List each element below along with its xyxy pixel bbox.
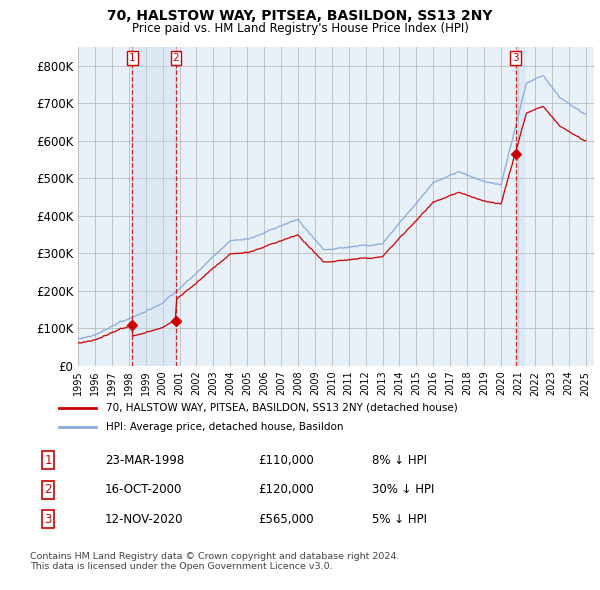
- Text: 70, HALSTOW WAY, PITSEA, BASILDON, SS13 2NY: 70, HALSTOW WAY, PITSEA, BASILDON, SS13 …: [107, 9, 493, 23]
- Text: 1: 1: [129, 53, 136, 63]
- Text: Price paid vs. HM Land Registry's House Price Index (HPI): Price paid vs. HM Land Registry's House …: [131, 22, 469, 35]
- Text: £565,000: £565,000: [258, 513, 314, 526]
- Text: 5% ↓ HPI: 5% ↓ HPI: [372, 513, 427, 526]
- Text: 30% ↓ HPI: 30% ↓ HPI: [372, 483, 434, 496]
- Text: 3: 3: [512, 53, 519, 63]
- Text: £110,000: £110,000: [258, 454, 314, 467]
- Text: 2: 2: [173, 53, 179, 63]
- Text: 1: 1: [44, 454, 52, 467]
- Bar: [515, 47, 524, 366]
- Text: 2: 2: [44, 483, 52, 496]
- Text: 23-MAR-1998: 23-MAR-1998: [105, 454, 184, 467]
- Text: 8% ↓ HPI: 8% ↓ HPI: [372, 454, 427, 467]
- Text: Contains HM Land Registry data © Crown copyright and database right 2024.
This d: Contains HM Land Registry data © Crown c…: [30, 552, 400, 571]
- Text: 16-OCT-2000: 16-OCT-2000: [105, 483, 182, 496]
- Text: HPI: Average price, detached house, Basildon: HPI: Average price, detached house, Basi…: [106, 422, 344, 432]
- Text: 12-NOV-2020: 12-NOV-2020: [105, 513, 184, 526]
- Bar: [133, 47, 176, 366]
- Text: 70, HALSTOW WAY, PITSEA, BASILDON, SS13 2NY (detached house): 70, HALSTOW WAY, PITSEA, BASILDON, SS13 …: [106, 403, 458, 412]
- Text: 3: 3: [44, 513, 52, 526]
- Text: £120,000: £120,000: [258, 483, 314, 496]
